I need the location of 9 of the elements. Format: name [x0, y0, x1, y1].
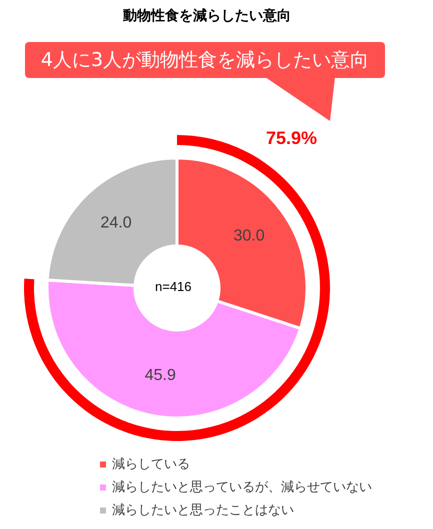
text: 75.9% [266, 128, 318, 149]
data-label: 24.0 [100, 214, 132, 232]
legend-label: 減らしたいと思っているが、減らせていない [112, 480, 372, 495]
legend-label: 減らしたいと思ったことはない [112, 503, 294, 518]
chart-title: 動物性食を減らしたい意向 [122, 7, 291, 24]
legend-label: 減らしている [112, 457, 190, 472]
data-label: 30.0 [233, 227, 265, 244]
data-label: 45.9 [144, 366, 176, 384]
text: n=416 [155, 279, 192, 294]
